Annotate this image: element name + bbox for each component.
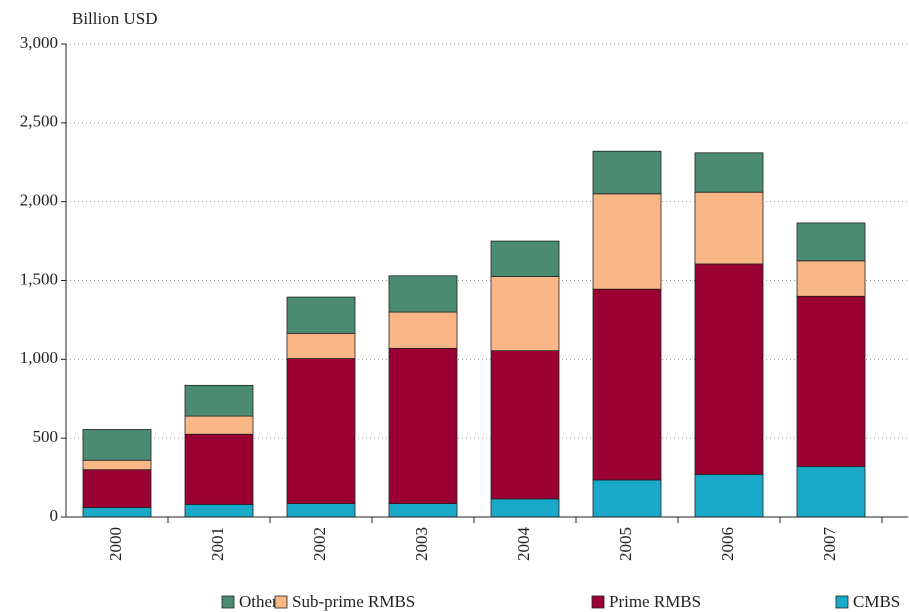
legend-label: CMBS bbox=[853, 592, 900, 611]
x-tick-label: 2000 bbox=[106, 527, 125, 561]
bar-segment bbox=[286, 358, 356, 504]
legend-swatch bbox=[591, 595, 605, 609]
y-axis-label: Billion USD bbox=[72, 9, 158, 28]
bar-segment bbox=[82, 469, 152, 508]
x-tick-label: 2003 bbox=[412, 527, 431, 561]
x-tick-label: 2004 bbox=[514, 527, 533, 562]
bar-segment bbox=[796, 260, 866, 297]
legend-label: Sub-prime RMBS bbox=[292, 592, 415, 611]
bar-segment bbox=[694, 191, 764, 265]
y-tick-label: 1,500 bbox=[20, 269, 58, 288]
bar-segment bbox=[184, 503, 254, 518]
x-tick-label: 2001 bbox=[208, 527, 227, 561]
bar-segment bbox=[286, 332, 356, 359]
x-tick-label: 2002 bbox=[310, 527, 329, 561]
bar-segment bbox=[694, 152, 764, 193]
y-tick-label: 1,000 bbox=[20, 348, 58, 367]
x-tick-label: 2005 bbox=[616, 527, 635, 561]
bar-segment bbox=[82, 429, 152, 461]
bar-segment bbox=[592, 150, 662, 195]
legend-swatch bbox=[835, 595, 849, 609]
bar-segment bbox=[592, 288, 662, 481]
legend-label: Other bbox=[239, 592, 278, 611]
bar-segment bbox=[796, 295, 866, 467]
bar-segment bbox=[82, 507, 152, 518]
y-tick-label: 0 bbox=[50, 506, 59, 525]
x-tick-label: 2007 bbox=[820, 527, 839, 562]
bar-segment bbox=[490, 498, 560, 518]
bar-segment bbox=[388, 347, 458, 504]
bar-segment bbox=[592, 479, 662, 518]
bar-segment bbox=[184, 384, 254, 417]
bar-segment bbox=[694, 263, 764, 475]
bar-segment bbox=[490, 350, 560, 500]
bar-segment bbox=[388, 311, 458, 349]
legend-swatch bbox=[274, 595, 288, 609]
bar-segment bbox=[388, 503, 458, 518]
bar-segment bbox=[796, 466, 866, 518]
bar-segment bbox=[388, 275, 458, 313]
y-tick-label: 2,000 bbox=[20, 191, 58, 210]
bar-segment bbox=[184, 433, 254, 505]
bar-segment bbox=[82, 459, 152, 471]
y-tick-label: 500 bbox=[33, 427, 59, 446]
y-tick-label: 3,000 bbox=[20, 33, 58, 52]
x-tick-label: 2006 bbox=[718, 527, 737, 561]
bar-segment bbox=[490, 240, 560, 277]
bar-segment bbox=[592, 193, 662, 290]
legend-label: Prime RMBS bbox=[609, 592, 701, 611]
y-tick-label: 2,500 bbox=[20, 112, 58, 131]
bar-segment bbox=[490, 276, 560, 352]
bar-segment bbox=[694, 474, 764, 518]
bar-segment bbox=[184, 415, 254, 435]
bar-segment bbox=[286, 296, 356, 334]
bar-segment bbox=[286, 503, 356, 518]
legend-swatch bbox=[221, 595, 235, 609]
bar-segment bbox=[796, 222, 866, 262]
